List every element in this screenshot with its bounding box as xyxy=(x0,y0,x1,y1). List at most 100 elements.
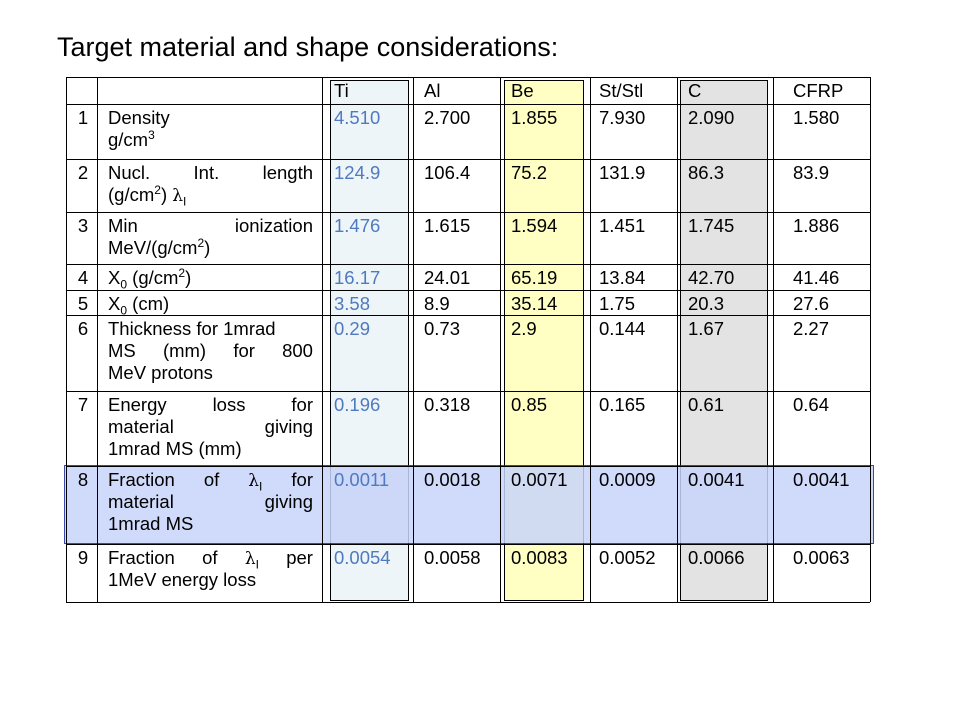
value-c: 20.3 xyxy=(688,293,725,314)
desc-word: Energy xyxy=(108,394,167,415)
value-ststl: 1.75 xyxy=(599,293,636,314)
row-description: Thickness for 1mrad MS (mm) for 800 MeV proto… xyxy=(108,318,313,384)
value-ststl: 7.930 xyxy=(599,107,646,128)
lambda-symbol: λ xyxy=(248,471,260,491)
description-line: MeV/(g/cm2) xyxy=(108,237,313,259)
desc-word: ) xyxy=(204,237,211,258)
value-ststl: 13.84 xyxy=(599,267,646,288)
value-c: 1.67 xyxy=(688,318,725,339)
grid-vline xyxy=(870,77,871,602)
desc-token: material xyxy=(108,416,174,438)
description-line: g/cm3 xyxy=(108,129,313,151)
grid-vline xyxy=(413,77,414,602)
desc-word: giving xyxy=(264,416,313,437)
value-ti: 0.29 xyxy=(334,318,371,339)
description-line: Fraction of λI per xyxy=(108,547,313,571)
desc-token: X0 (cm) xyxy=(108,293,169,318)
description-line: Fraction of λI for xyxy=(108,469,313,493)
value-al: 24.01 xyxy=(424,267,471,288)
description-line: material giving xyxy=(108,491,313,513)
lambda-subscript: I xyxy=(183,194,187,209)
row-description: Fraction of λI per 1MeV energy loss xyxy=(108,547,313,591)
value-be: 1.594 xyxy=(511,215,558,236)
value-c: 86.3 xyxy=(688,162,725,183)
desc-word: X xyxy=(108,293,121,314)
row-description: Min ionization MeV/(g/cm2) xyxy=(108,215,313,259)
exponent: 3 xyxy=(148,127,155,142)
desc-word: Min xyxy=(108,215,138,236)
value-c: 42.70 xyxy=(688,267,735,288)
description-line: Nucl. Int. length xyxy=(108,162,313,184)
desc-token: Energy xyxy=(108,394,167,416)
desc-word: 800 xyxy=(282,340,313,361)
column-header-al: Al xyxy=(424,80,441,101)
row-description: Density g/cm3 xyxy=(108,107,313,151)
desc-word: MS xyxy=(108,340,136,361)
row-description: Energy loss for material giving 1mrad MS (mm) xyxy=(108,394,313,460)
row-number: 3 xyxy=(77,215,89,236)
desc-token: Nucl. xyxy=(108,162,150,184)
value-c: 0.61 xyxy=(688,394,725,415)
desc-word: Fraction xyxy=(108,469,175,490)
row-number: 8 xyxy=(77,469,89,490)
desc-word: Density xyxy=(108,107,170,128)
desc-token: Fraction xyxy=(108,547,175,569)
value-ti: 0.0011 xyxy=(334,469,390,490)
desc-word: MeV protons xyxy=(108,362,213,383)
row-description: X0 (cm) xyxy=(108,293,313,318)
desc-token: of xyxy=(204,469,219,491)
desc-word: MeV/(g/cm xyxy=(108,237,198,258)
desc-token: Thickness for 1mrad xyxy=(108,318,276,340)
desc-word: giving xyxy=(264,491,313,512)
description-line: material giving xyxy=(108,416,313,438)
description-line: 1mrad MS xyxy=(108,513,313,535)
grid-hline xyxy=(66,212,870,213)
desc-word: per xyxy=(286,547,313,568)
row-8-highlight xyxy=(64,465,874,544)
grid-hline xyxy=(66,544,870,545)
desc-word: ) xyxy=(185,267,192,288)
value-cfrp: 1.886 xyxy=(793,215,840,236)
value-al: 0.318 xyxy=(424,394,471,415)
exponent: 2 xyxy=(178,265,186,280)
desc-token: per xyxy=(286,547,313,569)
description-line: Energy loss for xyxy=(108,394,313,416)
desc-word: Int. xyxy=(193,162,220,183)
value-c: 0.0066 xyxy=(688,547,745,568)
desc-word: material xyxy=(108,491,174,512)
grid-hline xyxy=(66,77,870,78)
desc-word: (g/cm xyxy=(108,184,155,205)
desc-word: (g/cm xyxy=(127,267,179,288)
desc-token: material xyxy=(108,491,174,513)
value-al: 1.615 xyxy=(424,215,471,236)
desc-word: 1mrad MS xyxy=(108,513,194,534)
grid-vline xyxy=(322,77,323,602)
desc-token: for xyxy=(291,469,313,491)
value-ti: 4.510 xyxy=(334,107,381,128)
grid-vline xyxy=(500,77,501,602)
desc-token: ionization xyxy=(235,215,313,237)
row-number: 6 xyxy=(77,318,89,339)
value-al: 106.4 xyxy=(424,162,471,183)
desc-word: for xyxy=(233,340,255,361)
value-c: 1.745 xyxy=(688,215,735,236)
description-line: Density xyxy=(108,107,313,129)
value-cfrp: 83.9 xyxy=(793,162,830,183)
description-line: 1MeV energy loss xyxy=(108,569,313,591)
desc-word: ) xyxy=(160,184,173,205)
value-be: 0.0083 xyxy=(511,547,568,568)
desc-word: of xyxy=(202,547,218,568)
value-al: 0.73 xyxy=(424,318,461,339)
x0-subscript: 0 xyxy=(120,303,128,318)
row-description: Nucl. Int. length (g/cm2) λI xyxy=(108,162,313,209)
row-number: 2 xyxy=(77,162,89,183)
description-line: 1mrad MS (mm) xyxy=(108,438,313,460)
desc-token: λI xyxy=(245,547,259,571)
value-cfrp: 0.0041 xyxy=(793,469,850,490)
value-cfrp: 27.6 xyxy=(793,293,830,314)
value-be: 75.2 xyxy=(511,162,548,183)
value-ststl: 0.144 xyxy=(599,318,646,339)
value-be: 0.85 xyxy=(511,394,548,415)
description-line: X0 (g/cm2) xyxy=(108,265,313,291)
